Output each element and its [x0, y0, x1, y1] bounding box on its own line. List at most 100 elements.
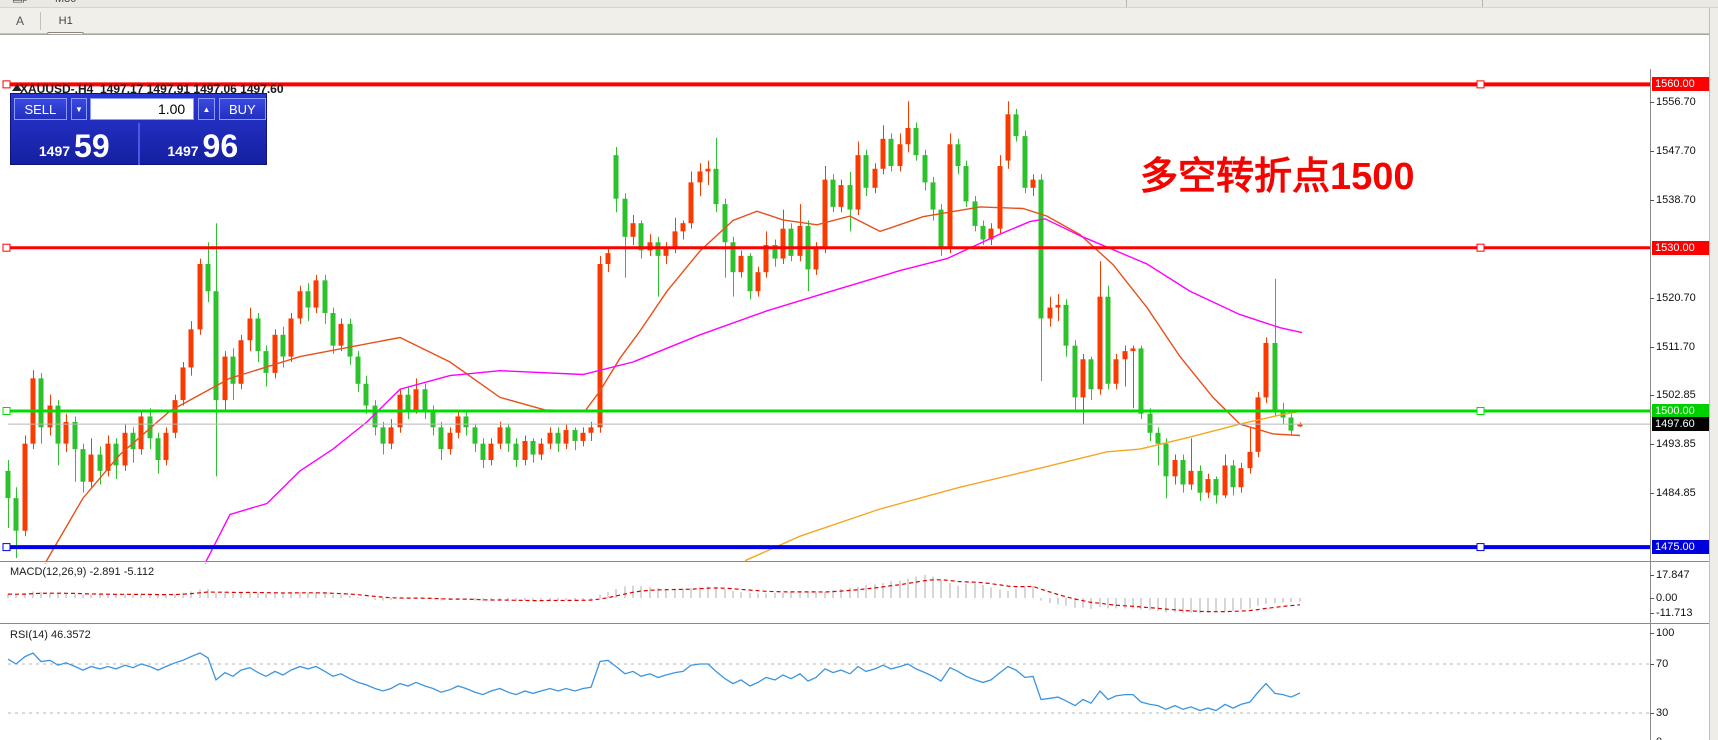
level-handle [2, 80, 11, 89]
candle-body [572, 430, 578, 441]
candle-body [1097, 296, 1103, 390]
candle-body [1047, 307, 1053, 319]
arrow-text-icon[interactable]: A [15, 13, 24, 28]
chart-area[interactable]: XAUUSD-,H4 1497.17 1497.91 1497.06 1497.… [0, 34, 1718, 740]
candle-body [1088, 359, 1094, 390]
candle-body [422, 389, 428, 411]
rsi-line [7, 652, 1301, 712]
candle-body [830, 179, 836, 207]
candle-body [313, 280, 319, 308]
fibonacci-icon[interactable]: ▤F [12, 0, 28, 5]
candle-body [563, 430, 569, 444]
level-handle [1476, 543, 1485, 552]
scale-tick [1650, 598, 1654, 599]
candle-body [305, 291, 311, 308]
candle-body [55, 405, 61, 444]
candle-body [180, 367, 186, 401]
candle-body [788, 228, 794, 256]
candle-body [755, 272, 761, 292]
candle-body [30, 378, 36, 444]
candle-body [772, 244, 778, 259]
candle-body [363, 383, 369, 406]
candle-body [88, 454, 94, 482]
chart-annotation-text[interactable]: 多空转折点1500 [1140, 156, 1415, 198]
timeframe-button-H1[interactable]: H1 [58, 14, 73, 27]
candle-body [147, 416, 153, 439]
macd-label: MACD(12,26,9) -2.891 -5.112 [10, 566, 155, 578]
macd-scale-label: -11.713 [1656, 607, 1693, 619]
candle-body [738, 255, 744, 273]
candle-body [855, 155, 861, 210]
candle-body [638, 223, 644, 251]
price-scale-label: 1511.70 [1656, 341, 1695, 353]
candle-body [1072, 345, 1078, 398]
candle-body [1080, 359, 1086, 398]
volume-increase-button[interactable]: ▲ [198, 98, 215, 120]
sell-price[interactable]: 1497 59 [11, 123, 138, 165]
panel-separator[interactable] [0, 623, 1718, 624]
buy-price[interactable]: 1497 96 [140, 123, 267, 165]
candle-body [430, 411, 436, 428]
candle-body [1172, 459, 1178, 477]
candle-body [122, 432, 128, 466]
macd-scale-label: 17.847 [1656, 569, 1690, 581]
candle-body [247, 318, 253, 341]
scale-tick [1650, 575, 1654, 576]
candle-body [872, 168, 878, 188]
candle-body [1180, 459, 1186, 485]
volume-input[interactable] [90, 98, 195, 120]
candle-body [405, 394, 411, 411]
candle-body [113, 443, 119, 466]
candle-body [97, 454, 103, 471]
candle-body [213, 291, 219, 401]
candle-body [680, 223, 686, 232]
candle-body [380, 427, 386, 444]
candle-body [355, 356, 361, 384]
candle-body [497, 427, 503, 444]
candle-body [547, 432, 553, 444]
candle-body [1163, 443, 1169, 477]
candle-body [722, 204, 728, 243]
buy-button[interactable]: BUY [218, 98, 267, 120]
candle-body [1055, 304, 1061, 308]
volume-decrease-button[interactable]: ▼ [70, 98, 88, 120]
candle-body [955, 144, 961, 167]
level-handle [2, 243, 11, 252]
rsi-scale-label: 70 [1656, 658, 1669, 670]
candle-body [605, 253, 611, 265]
window-tab-separator [1482, 0, 1483, 7]
candle-body [613, 155, 619, 199]
candle-body [888, 138, 894, 167]
candle-body [797, 225, 803, 256]
sell-button[interactable]: SELL [14, 98, 67, 120]
candle-body [330, 313, 336, 346]
candle-body [988, 228, 994, 240]
panel-separator[interactable] [0, 561, 1718, 562]
candle-body [1122, 351, 1128, 360]
candle-body [263, 351, 269, 373]
ma-slow-line [744, 411, 1298, 562]
candle-body [388, 427, 394, 444]
price-scale-label: 1538.70 [1656, 194, 1696, 206]
price-scale-label: 1520.70 [1656, 292, 1696, 304]
price-scale-label: 1547.70 [1656, 145, 1696, 157]
candle-body [805, 225, 811, 270]
candle-body [905, 127, 911, 145]
one-click-trading-arrow-icon[interactable] [12, 84, 22, 91]
candle-body [1138, 348, 1144, 414]
candle-body [713, 168, 719, 205]
candle-body [1147, 413, 1153, 433]
scale-tick [1650, 444, 1654, 445]
one-click-trading-panel: SELL ▼ ▲ BUY 1497 59 1497 96 [10, 93, 267, 165]
candle-body [222, 356, 228, 401]
candle-body [130, 432, 136, 450]
timeframe-button-M30[interactable]: M30 [47, 0, 84, 10]
candle-body [1297, 424, 1303, 427]
panel-separator-highlight [0, 624, 1718, 625]
candle-body [480, 443, 486, 460]
rsi-label: RSI(14) 46.3572 [10, 629, 91, 641]
scale-tick [1650, 200, 1654, 201]
level-handle [1476, 80, 1485, 89]
price-scale-label: 1556.70 [1656, 96, 1696, 108]
candle-body [1213, 479, 1219, 496]
